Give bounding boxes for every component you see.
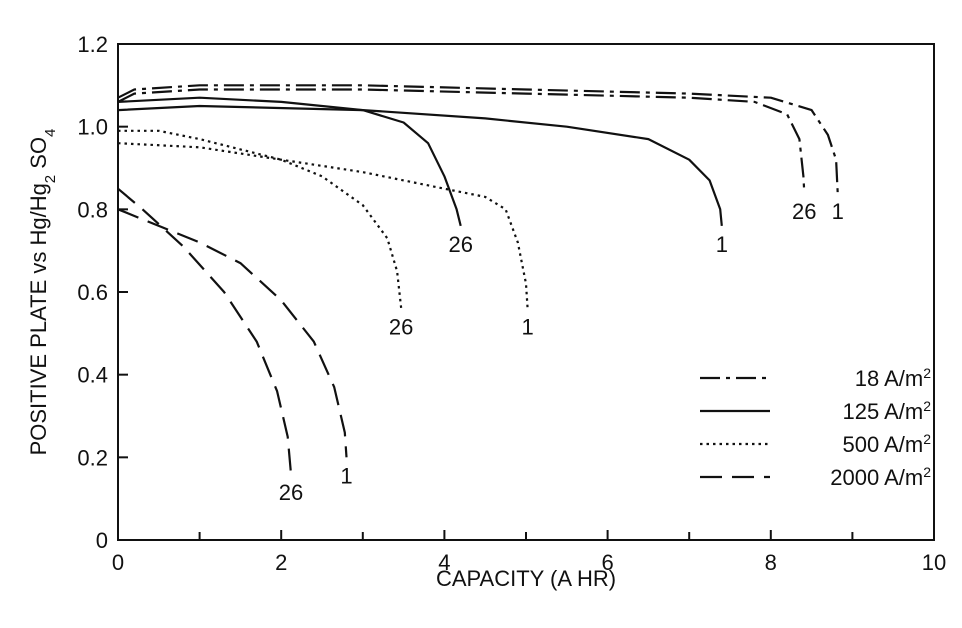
- x-tick-label: 0: [112, 550, 124, 575]
- curve-label: 1: [832, 199, 844, 224]
- curve-label: 26: [448, 232, 472, 257]
- series-layer: [117, 84, 839, 474]
- series-line-solid-1: [117, 104, 723, 227]
- axes: 0 2 4 6 8 10 0 0.2 0.4 0.6 0.8 1.0 1.2 CAPACITY (A HR…: [26, 32, 946, 591]
- y-axis-title: POSITIVE PLATE vs Hg/Hg2 SO4: [26, 129, 59, 456]
- x-tick-label: 8: [765, 550, 777, 575]
- series-line-dashdot-26: [117, 88, 806, 193]
- y-tick-label: 1.0: [77, 115, 108, 140]
- curve-label: 1: [522, 315, 534, 340]
- x-tick-label: 2: [275, 550, 287, 575]
- legend-label: 500 A/m2: [842, 431, 931, 457]
- curve-label: 1: [716, 232, 728, 257]
- legend-label: 2000 A/m2: [830, 464, 931, 490]
- x-tick-label: 10: [922, 550, 946, 575]
- curve-label: 26: [792, 199, 816, 224]
- series-line-solid-26: [117, 96, 462, 227]
- series-line-dotted-1: [117, 142, 529, 309]
- curve-label: 1: [340, 463, 352, 488]
- y-tick-label: 0.2: [77, 445, 108, 470]
- legend-label: 18 A/m2: [855, 365, 931, 391]
- y-tick-label: 0.6: [77, 280, 108, 305]
- x-axis-title: CAPACITY (A HR): [436, 566, 616, 591]
- y-tick-label: 0.8: [77, 197, 108, 222]
- curve-label: 26: [389, 315, 413, 340]
- x-tick-label: 4: [438, 550, 450, 575]
- legend-label: 125 A/m2: [842, 398, 931, 424]
- y-tick-label: 0: [96, 528, 108, 553]
- series-line-dashed-26: [117, 187, 293, 474]
- x-tick-label: 6: [601, 550, 613, 575]
- y-tick-label: 0.4: [77, 363, 108, 388]
- curve-labels: 1 26 1 26 1 26 1 26: [279, 199, 844, 505]
- y-tick-label: 1.2: [77, 32, 108, 57]
- legend: 18 A/m2 125 A/m2 500 A/m2 2000 A/m2: [700, 365, 931, 490]
- series-line-dashed-1: [117, 208, 348, 458]
- curve-label: 26: [279, 480, 303, 505]
- series-line-dashdot-1: [117, 84, 839, 193]
